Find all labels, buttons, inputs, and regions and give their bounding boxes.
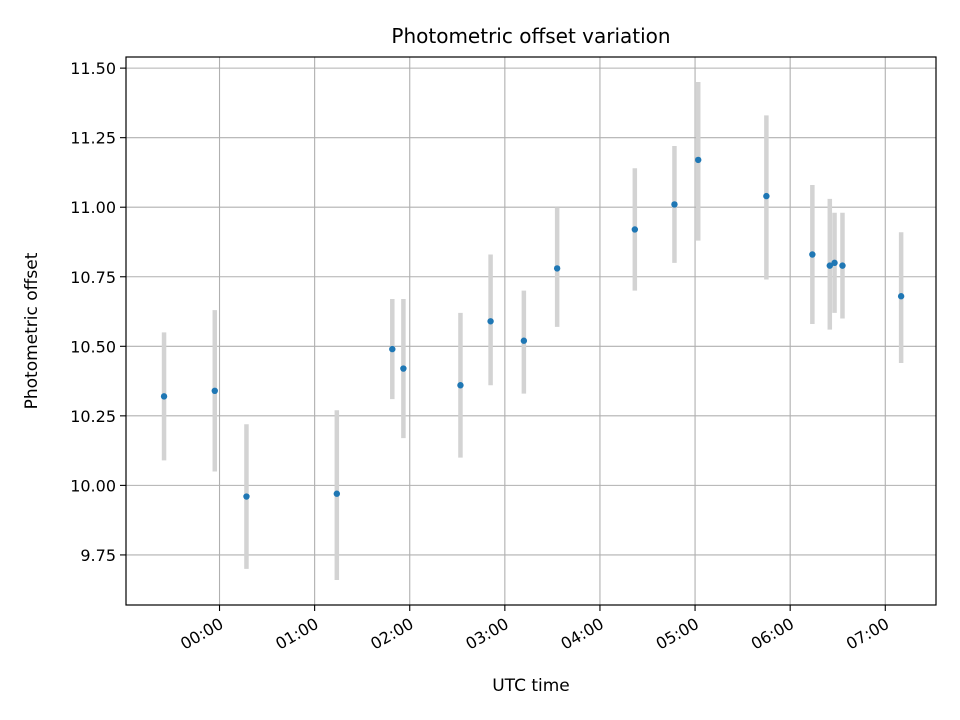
y-tick-label: 10.75 [70, 268, 116, 287]
data-point [631, 226, 639, 233]
data-point [809, 251, 816, 258]
data-point [839, 262, 846, 269]
y-tick-label: 11.00 [70, 198, 116, 217]
data-point [695, 156, 702, 164]
data-point [333, 490, 341, 497]
data-point [211, 387, 218, 395]
data-points [160, 156, 905, 500]
data-point [831, 259, 838, 267]
y-axis-label: Photometric offset [22, 252, 42, 409]
grid [126, 57, 936, 605]
y-tick-label: 9.75 [80, 546, 116, 565]
y-tick-label: 10.25 [70, 407, 116, 426]
data-point [160, 393, 168, 400]
y-tick-label: 10.00 [70, 476, 116, 495]
data-point [243, 493, 250, 500]
y-tick-label: 11.25 [70, 129, 116, 148]
x-axis-label: UTC time [492, 676, 570, 696]
data-point [553, 265, 561, 272]
data-point [897, 293, 905, 300]
data-point [457, 382, 464, 389]
data-point [400, 365, 407, 372]
y-tick-label: 11.50 [70, 59, 116, 78]
data-point [487, 318, 494, 325]
data-point [671, 201, 678, 208]
y-tick-label: 10.50 [70, 337, 116, 356]
data-point [763, 192, 770, 200]
chart-title: Photometric offset variation [391, 24, 670, 48]
data-point [389, 345, 396, 353]
data-point [520, 337, 528, 344]
data-point [826, 262, 833, 269]
plot-frame [125, 56, 937, 606]
